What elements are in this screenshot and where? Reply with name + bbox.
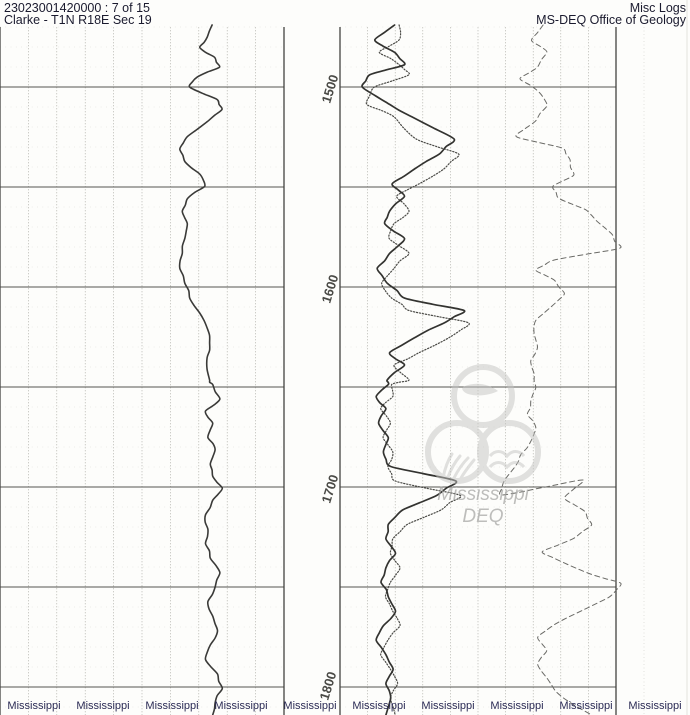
svg-text:Mississippi: Mississippi	[352, 700, 405, 712]
svg-text:Mississippi: Mississippi	[214, 700, 267, 712]
svg-text:Mississippi: Mississippi	[421, 700, 474, 712]
svg-text:Mississippi: Mississippi	[283, 700, 336, 712]
svg-text:Mississippi: Mississippi	[7, 700, 60, 712]
svg-text:Mississippi: Mississippi	[76, 700, 129, 712]
svg-text:Mississippi: Mississippi	[145, 700, 198, 712]
svg-text:Mississippi: Mississippi	[559, 700, 612, 712]
svg-text:Mississippi: Mississippi	[628, 700, 681, 712]
svg-text:Mississippi: Mississippi	[490, 700, 543, 712]
